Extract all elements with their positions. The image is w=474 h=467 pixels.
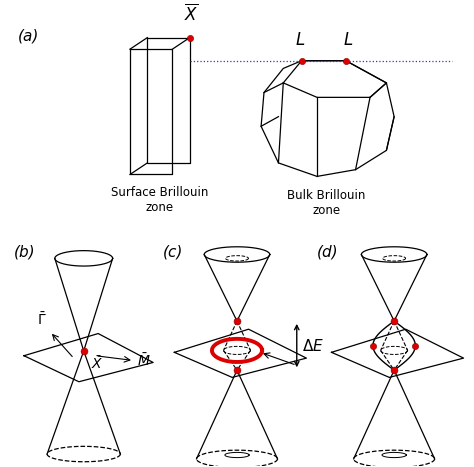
Text: (c): (c)	[163, 245, 183, 260]
Text: Surface Brillouin
zone: Surface Brillouin zone	[111, 186, 209, 214]
Text: $L$: $L$	[294, 31, 305, 49]
Text: (a): (a)	[18, 29, 39, 44]
Text: (b): (b)	[13, 245, 35, 260]
Text: Bulk Brillouin
zone: Bulk Brillouin zone	[287, 189, 366, 217]
Text: $\bar{M}$: $\bar{M}$	[137, 352, 150, 369]
Text: (d): (d)	[317, 245, 338, 260]
Text: $\Delta E$: $\Delta E$	[301, 338, 324, 354]
Text: $L$: $L$	[343, 31, 353, 49]
Text: $\overline{X}$: $\overline{X}$	[184, 3, 199, 24]
Text: $\bar{\Gamma}$: $\bar{\Gamma}$	[37, 311, 47, 328]
Text: $\bar{X}$: $\bar{X}$	[91, 355, 104, 372]
